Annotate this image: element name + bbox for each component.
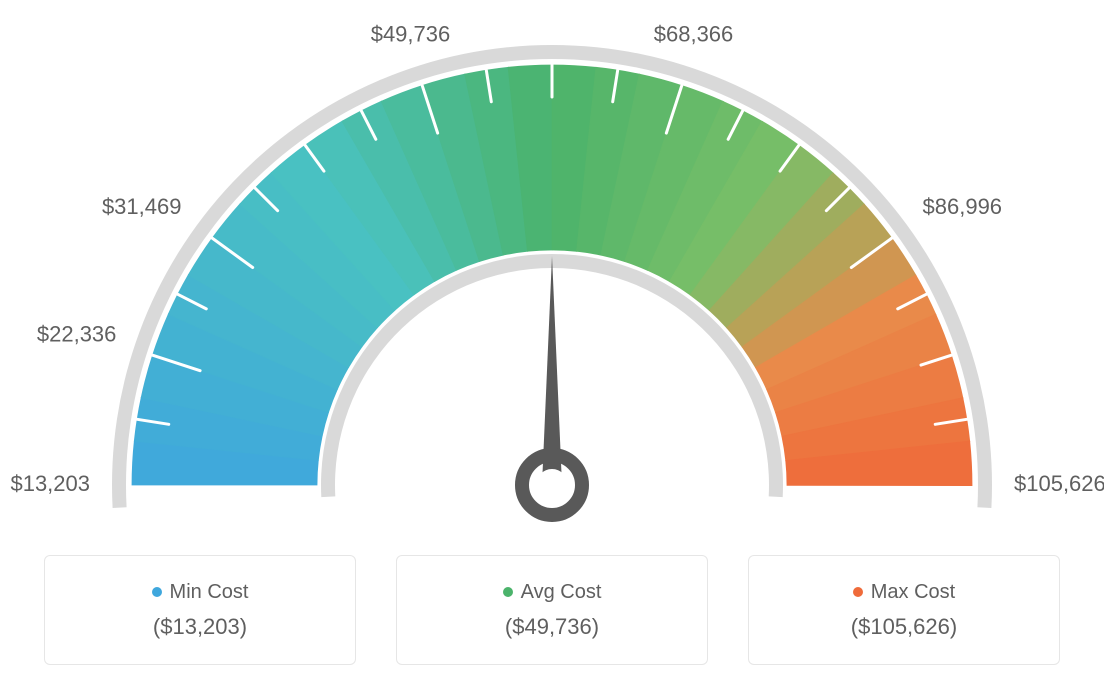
- dot-min-icon: [152, 587, 162, 597]
- gauge-tick-label: $31,469: [102, 194, 182, 219]
- gauge-tick-label: $68,366: [654, 21, 734, 46]
- legend-title-max: Max Cost: [853, 581, 955, 604]
- legend-card-max: Max Cost ($105,626): [748, 555, 1060, 665]
- cost-gauge-chart: $13,203 $22,336 $31,469 $49,736 $68,366 $86,9…: [0, 0, 1104, 690]
- dot-avg-icon: [503, 587, 513, 597]
- gauge-tick-label: $86,996: [923, 194, 1003, 219]
- legend-card-min: Min Cost ($13,203): [44, 555, 356, 665]
- gauge-tick-label: $22,336: [37, 321, 117, 346]
- gauge-tick-label: $13,203: [10, 471, 90, 496]
- legend-title-avg: Avg Cost: [503, 581, 602, 604]
- legend-value-min: ($13,203): [153, 614, 247, 640]
- legend-value-avg: ($49,736): [505, 614, 599, 640]
- legend-row: Min Cost ($13,203) Avg Cost ($49,736) Ma…: [0, 555, 1104, 665]
- gauge-tick-label: $105,626: [1014, 471, 1104, 496]
- legend-value-max: ($105,626): [851, 614, 957, 640]
- legend-title-min-text: Min Cost: [170, 581, 249, 604]
- legend-title-avg-text: Avg Cost: [521, 581, 602, 604]
- gauge-area: $13,203 $22,336 $31,469 $49,736 $68,366 $86,9…: [0, 0, 1104, 540]
- dot-max-icon: [853, 587, 863, 597]
- legend-title-min: Min Cost: [152, 581, 249, 604]
- gauge-tick-label: $49,736: [371, 21, 451, 46]
- legend-card-avg: Avg Cost ($49,736): [396, 555, 708, 665]
- legend-title-max-text: Max Cost: [871, 581, 955, 604]
